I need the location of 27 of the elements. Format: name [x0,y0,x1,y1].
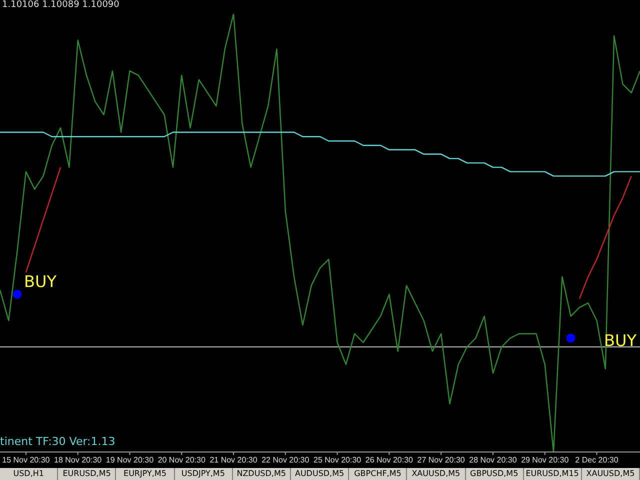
x-tick-label: 2 Dec 20:30 [575,456,619,465]
text: GBPCHF,M5 [349,468,408,480]
text: XAUUSD,M5 [407,468,466,480]
x-tick-label: 26 Nov 20:30 [365,456,414,465]
x-tick-label: 18 Nov 20:30 [54,456,102,465]
x-tick-label: 20 Nov 20:30 [158,456,206,465]
text: EURUSD,M15 [524,468,582,480]
x-tick-label: 28 Nov 20:30 [469,456,518,465]
x-tick-label: 22 Nov 20:30 [262,456,310,465]
text: GBPUSD,M5 [466,468,524,480]
text: USD,H1 [0,468,58,480]
x-tick-label: 29 Nov 20:30 [521,456,570,465]
x-tick-label: 15 Nov 20:30 [2,456,50,465]
annotation: BUY [24,272,56,291]
annotation: BUY [604,331,636,350]
text: 1.10106 1.10089 1.10090 [2,0,120,11]
text: EURUSD,M5 [58,468,116,480]
text: EURJPY,M5 [116,468,175,480]
annotation: tinent TF:30 Ver:1.13 [0,435,116,448]
text: XAUUSD,M5 [582,468,640,480]
x-tick-label: 21 Nov 20:30 [210,456,258,465]
text: NZDUSD,M5 [232,468,291,480]
text: AUDUSD,M5 [290,468,350,480]
x-tick-label: 25 Nov 20:30 [314,456,362,465]
x-tick-label: 19 Nov 20:30 [106,456,154,465]
text: USDJPY,M5 [174,468,233,480]
x-tick-label: 27 Nov 20:30 [417,456,466,465]
